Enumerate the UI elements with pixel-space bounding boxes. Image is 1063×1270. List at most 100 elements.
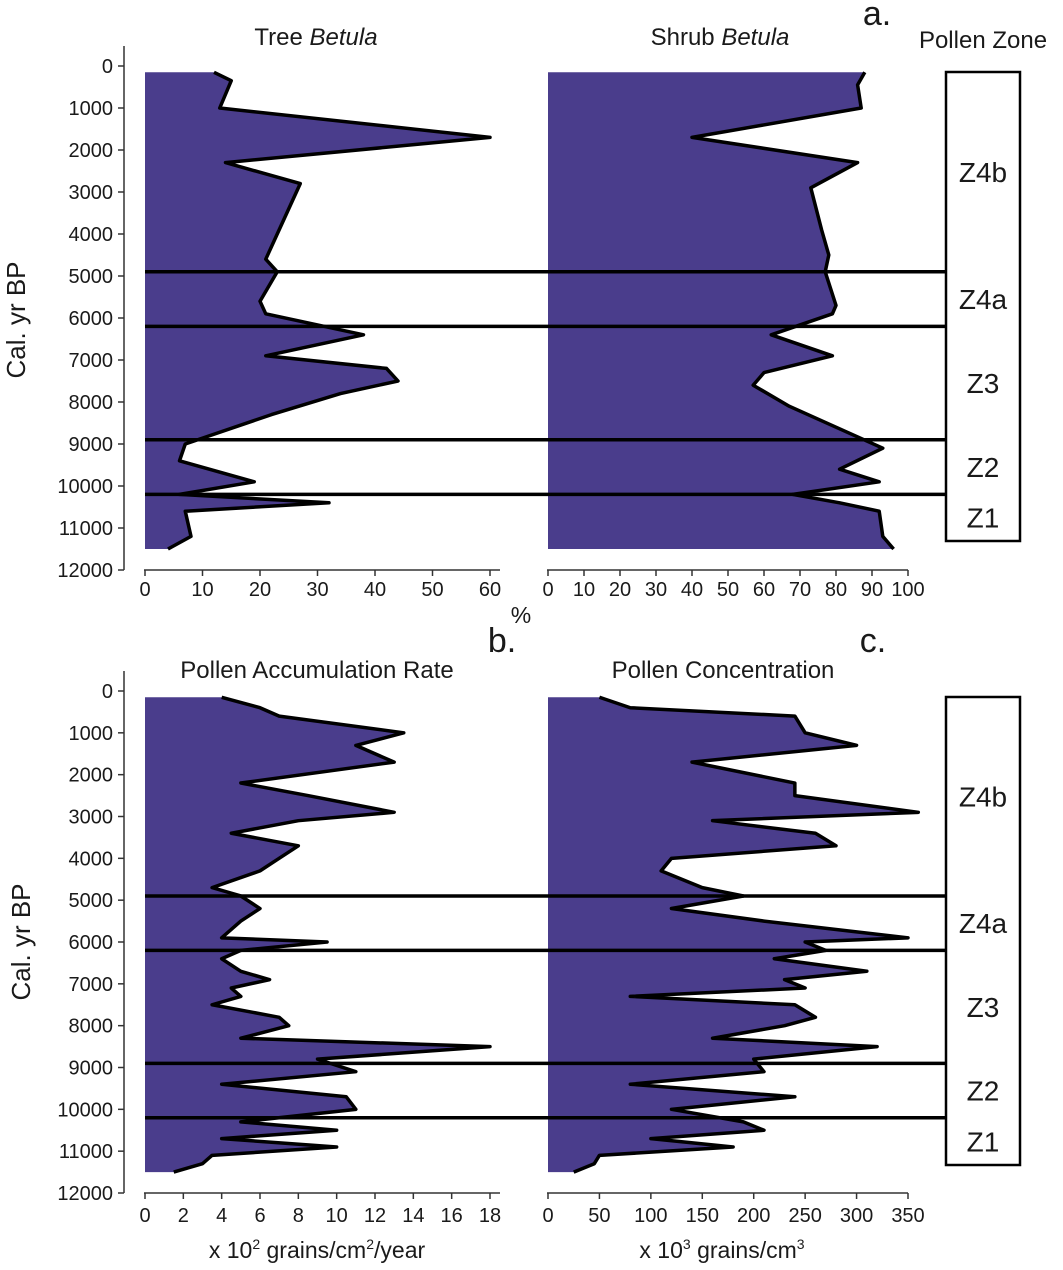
y-tick-label: 10000 <box>57 476 113 498</box>
y-tick-label: 2000 <box>69 140 114 162</box>
x-tick-label: 60 <box>753 579 775 601</box>
panel-title-1: Shrub Betula <box>651 24 790 51</box>
y-tick-label: 12000 <box>57 1183 113 1205</box>
y-tick-label: 2000 <box>69 765 114 787</box>
y-tick-label: 6000 <box>69 308 114 330</box>
x-tick-label: 20 <box>249 579 271 601</box>
panel-title-3: Pollen Concentration <box>612 657 835 684</box>
zone-label: Z4a <box>959 284 1008 315</box>
y-tick-label: 7000 <box>69 974 114 996</box>
y-axis-title: Cal. yr BP <box>6 883 36 1000</box>
x-tick-label: 0 <box>542 1205 553 1227</box>
y-tick-label: 4000 <box>69 848 114 870</box>
zone-box <box>944 695 1022 1167</box>
x-axis-title-part: x 10 <box>209 1237 252 1263</box>
zone-column-title: Pollen Zone <box>919 27 1047 54</box>
y-tick-label: 1000 <box>69 98 114 120</box>
x-tick-label: 18 <box>479 1205 501 1227</box>
x-axis-title-part: 2 <box>252 1236 260 1252</box>
x-tick-label: 0 <box>139 1205 150 1227</box>
x-tick-label: 0 <box>139 579 150 601</box>
x-tick-label: 30 <box>306 579 328 601</box>
zone-label: Z4b <box>959 157 1007 188</box>
panel-letter: c. <box>860 622 886 660</box>
x-tick-label: 30 <box>645 579 667 601</box>
y-tick-label: 8000 <box>69 1016 114 1038</box>
x-tick-label: 70 <box>789 579 811 601</box>
y-tick-label: 6000 <box>69 932 114 954</box>
x-axis-title-part: grains/cm <box>691 1237 797 1263</box>
x-tick-label: 50 <box>588 1205 610 1227</box>
x-tick-label: 16 <box>441 1205 463 1227</box>
zone-label: Z2 <box>967 452 1000 483</box>
x-tick-label: 14 <box>402 1205 424 1227</box>
x-tick-label: 100 <box>891 579 924 601</box>
x-axis-title-part: 3 <box>683 1236 691 1252</box>
y-tick-label: 3000 <box>69 182 114 204</box>
x-axis-title-part: /year <box>374 1237 425 1263</box>
x-tick-label: 10 <box>573 579 595 601</box>
x-tick-label: 100 <box>634 1205 667 1227</box>
x-tick-label: 50 <box>717 579 739 601</box>
y-tick-label: 3000 <box>69 807 114 829</box>
x-tick-label: 50 <box>421 579 443 601</box>
x-tick-label: 2 <box>178 1205 189 1227</box>
panel-title-2: Pollen Accumulation Rate <box>180 657 454 684</box>
zone-label: Z2 <box>967 1076 1000 1107</box>
area-layer <box>145 70 921 1174</box>
y-tick-label: 1000 <box>69 723 114 745</box>
panel-title-0-part: Tree <box>254 24 309 51</box>
x-tick-label: 10 <box>326 1205 348 1227</box>
panel-title-1-part: Shrub <box>651 24 722 51</box>
x-tick-label: 40 <box>364 579 386 601</box>
x-tick-label: 8 <box>293 1205 304 1227</box>
series-line-2 <box>173 695 492 1174</box>
x-axis-title: x 102 grains/cm2/year <box>209 1236 426 1263</box>
zone-label: Z1 <box>967 1126 1000 1157</box>
x-tick-label: 300 <box>840 1205 873 1227</box>
y-tick-label: 12000 <box>57 560 113 582</box>
zone-label: Z1 <box>967 503 1000 534</box>
x-tick-label: 80 <box>825 579 847 601</box>
series-area-0 <box>145 72 490 550</box>
y-tick-label: 7000 <box>69 350 114 372</box>
x-tick-label: 350 <box>891 1205 924 1227</box>
series-area-3 <box>548 697 919 1173</box>
panel-title-0: Tree Betula <box>254 24 377 51</box>
y-axis-title: Cal. yr BP <box>1 261 31 378</box>
zone-label: Z3 <box>967 992 1000 1023</box>
x-axis-title-part: x 10 <box>639 1237 682 1263</box>
x-tick-label: 60 <box>479 579 501 601</box>
panel-letter: b. <box>488 622 516 660</box>
x-tick-label: 90 <box>861 579 883 601</box>
y-tick-label: 9000 <box>69 434 114 456</box>
text-layer: 0 10 20 30 40 50 60010002000300040005000600070… <box>1 0 1047 1263</box>
zone-label: Z4b <box>959 781 1007 812</box>
axis-layer <box>118 46 909 1199</box>
y-tick-label: 5000 <box>69 890 114 912</box>
zone-box <box>944 70 1022 543</box>
zone-label: Z3 <box>967 368 1000 399</box>
x-axis-title-percent: % <box>511 602 531 628</box>
x-axis-title-part: 2 <box>366 1236 374 1252</box>
x-tick-label: 250 <box>788 1205 821 1227</box>
y-tick-label: 9000 <box>69 1058 114 1080</box>
zone-label: Z4a <box>959 908 1008 939</box>
x-axis-title-part: 3 <box>797 1236 805 1252</box>
x-axis-title-part: grains/cm <box>260 1237 366 1263</box>
x-axis-title: x 103 grains/cm3 <box>639 1236 804 1263</box>
y-tick-label: 4000 <box>69 224 114 246</box>
y-tick-label: 8000 <box>69 392 114 414</box>
y-tick-label: 0 <box>102 681 113 703</box>
zone-boundary-layer <box>145 70 1022 1167</box>
panel-letter: a. <box>863 0 891 33</box>
y-tick-label: 10000 <box>57 1099 113 1121</box>
x-tick-label: 40 <box>681 579 703 601</box>
x-tick-label: 4 <box>216 1205 227 1227</box>
x-tick-label: 12 <box>364 1205 386 1227</box>
x-tick-label: 10 <box>191 579 213 601</box>
x-tick-label: 20 <box>609 579 631 601</box>
y-tick-label: 5000 <box>69 266 114 288</box>
x-tick-label: 150 <box>686 1205 719 1227</box>
